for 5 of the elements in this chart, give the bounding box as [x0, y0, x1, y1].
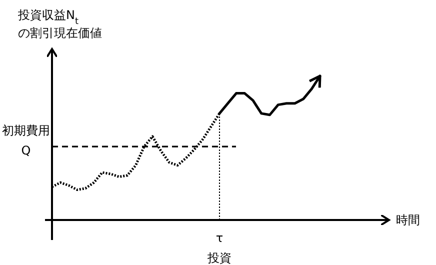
text: 投資: [206, 251, 232, 265]
y-axis-title: 投資収益N$_{t}$ の割引現在価値: [17, 8, 102, 40]
text: 時間: [396, 213, 420, 227]
text: τ: [216, 231, 224, 245]
ref-line-label: 初期費用 Q: [2, 124, 50, 158]
